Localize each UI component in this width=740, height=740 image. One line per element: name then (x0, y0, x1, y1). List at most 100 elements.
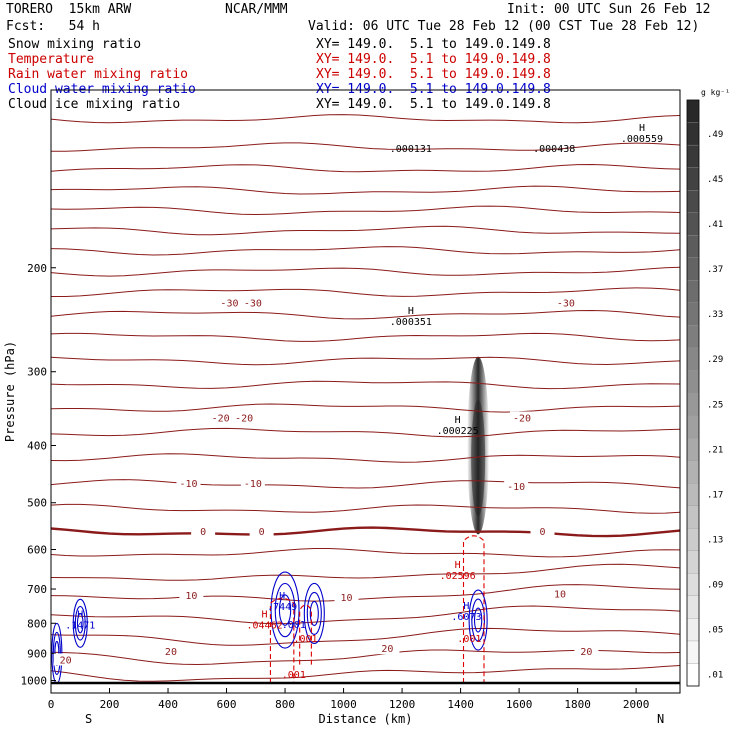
rain-water-contours (269, 535, 485, 684)
isotherm-label-bg (574, 645, 599, 658)
isotherm-label-bg (240, 477, 265, 490)
colorbar-segment (686, 280, 700, 303)
contour-labels: -30 -30 -30 -20 -20 -20 -10 -10 -10 0 0 0 10 10 10 20 20… (53, 123, 663, 681)
x-tick-label: 1000 (330, 698, 357, 711)
isotherm-label: 0 (200, 527, 206, 538)
isotherm-label-bg (53, 653, 78, 666)
axes: 0 200 400 600 800 1000 1200 1400 1600 1800 2000200… (3, 262, 664, 726)
isotherm-label: 20 (381, 644, 393, 655)
max-value: .1471 (65, 620, 95, 631)
colorbar-segment (686, 257, 700, 281)
x-tick-label: 1600 (506, 698, 533, 711)
colorbar-label: .05 (707, 626, 723, 636)
colorbar-segment (686, 212, 700, 236)
temperature-contours (50, 114, 681, 682)
max-value: .6073 (451, 612, 481, 623)
isotherm-label-bg (240, 296, 265, 309)
colorbar-label: .49 (707, 130, 723, 140)
isotherm-label: 0 (259, 527, 265, 538)
colorbar-frame (686, 99, 700, 687)
legend-snow-xy: XY= 149.0. 5.1 to 149.0.149.8 (316, 37, 551, 52)
colorbar-unit: g kg⁻¹ (701, 88, 730, 97)
valid-time: Valid: 06 UTC Tue 28 Feb 12 (00 CST Tue … (308, 19, 700, 34)
colorbar-label: .13 (707, 536, 723, 546)
isotherm-line (50, 225, 681, 236)
max-marker: H (408, 306, 414, 317)
y-tick-label: 500 (27, 497, 47, 510)
isotherm-line (50, 380, 681, 390)
legend-snow-name: Snow mixing ratio (8, 37, 142, 52)
isotherm-label: -30 (220, 299, 238, 310)
init-time: Init: 00 UTC Sun 26 Feb 12 (507, 2, 711, 17)
isotherm-label: -20 (513, 413, 531, 424)
rain-water-contour (269, 597, 295, 684)
legend-rain-xy: XY= 149.0. 5.1 to 149.0.149.8 (316, 67, 551, 82)
colorbar-label: .09 (707, 581, 723, 591)
isotherm-label-bg (504, 479, 529, 492)
isotherm-line (50, 403, 681, 413)
isotherm-line (50, 266, 681, 277)
rain-water-contour (462, 535, 485, 684)
max-marker: H (262, 609, 268, 620)
isotherm-line (50, 332, 681, 342)
y-tick-label: 1000 (21, 674, 48, 687)
max-value: .000131 (390, 144, 432, 155)
max-value: .000438 (533, 144, 575, 155)
contour-value-label: .001 (293, 634, 317, 645)
x-tick-label: 600 (217, 698, 237, 711)
isotherm-line (50, 665, 681, 682)
isotherm-label: 10 (340, 593, 352, 604)
isotherm-line (50, 503, 681, 514)
contour-value-label: .001 (282, 670, 306, 681)
max-marker: H (77, 609, 83, 620)
legend-cloudice-name: Cloud ice mixing ratio (8, 97, 181, 112)
isotherm-label: -30 (244, 299, 262, 310)
isotherm-label: -10 (179, 479, 197, 490)
max-value: .02596 (440, 571, 476, 582)
max-marker: H (279, 591, 285, 602)
isotherm-label-bg (217, 296, 242, 309)
isotherm-line (50, 205, 681, 216)
colorbar-label: .37 (707, 265, 723, 275)
isotherm-label: -10 (244, 479, 262, 490)
colorbar-segment (686, 663, 700, 687)
colorbar-segment (686, 235, 700, 258)
y-axis-label: Pressure (hPa) (3, 341, 17, 442)
isotherm-label-bg (510, 411, 535, 424)
isotherm-line (51, 142, 681, 152)
cloud-water-cell (278, 594, 292, 626)
isotherm-label-bg (375, 642, 400, 655)
isotherm-label: -20 (212, 413, 230, 424)
x-tick-label: 800 (275, 698, 295, 711)
snow-shading (467, 356, 490, 535)
colorbar-segment (686, 167, 700, 191)
isotherm-label: 20 (60, 655, 72, 666)
max-marker: H (455, 415, 461, 426)
colorbar-label: .17 (707, 490, 723, 500)
isotherm-label: -30 (557, 299, 575, 310)
colorbar-segment (686, 618, 700, 642)
model-name: TORERO 15km ARW (6, 2, 132, 17)
max-value: .000225 (437, 426, 479, 437)
legend-rain-name: Rain water mixing ratio (8, 67, 189, 82)
colorbar-segment (686, 550, 700, 574)
max-marker: H (639, 123, 645, 134)
x-tick-label: 0 (48, 698, 55, 711)
y-tick-label: 600 (27, 543, 47, 556)
isotherm-line (50, 526, 681, 538)
max-marker: H (455, 560, 461, 571)
x-tick-label: 200 (100, 698, 120, 711)
center-name: NCAR/MMM (225, 2, 288, 17)
isotherm-line (50, 246, 681, 256)
cloud-water-cell (303, 582, 325, 645)
colorbar-label: .01 (707, 671, 723, 681)
y-tick-label: 700 (27, 583, 47, 596)
isotherm-line (50, 605, 681, 625)
y-tick-label: 800 (27, 617, 47, 630)
colorbar-label: .29 (707, 355, 723, 365)
colorbar-segment (686, 190, 700, 213)
colorbar-segment (686, 144, 700, 168)
colorbar-segment (686, 528, 700, 551)
isotherm-label-bg (191, 524, 216, 537)
colorbar-segment (686, 640, 700, 664)
